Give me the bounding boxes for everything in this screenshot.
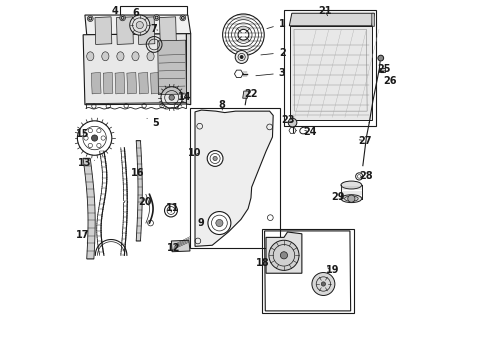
Polygon shape (83, 34, 187, 105)
Circle shape (153, 15, 159, 21)
Circle shape (129, 15, 149, 35)
Polygon shape (138, 17, 155, 44)
Circle shape (321, 282, 325, 286)
Circle shape (287, 118, 296, 127)
Ellipse shape (340, 181, 361, 189)
Circle shape (280, 252, 287, 259)
Ellipse shape (132, 52, 139, 61)
Polygon shape (91, 72, 101, 94)
Polygon shape (136, 140, 142, 241)
Ellipse shape (147, 52, 154, 61)
Text: 12: 12 (166, 243, 180, 253)
Ellipse shape (344, 196, 357, 201)
Circle shape (215, 220, 223, 226)
Text: 17: 17 (76, 230, 89, 239)
Polygon shape (126, 72, 136, 94)
Ellipse shape (86, 52, 94, 61)
Text: 26: 26 (382, 76, 396, 86)
Text: 19: 19 (325, 265, 338, 275)
Text: 28: 28 (359, 171, 372, 181)
Polygon shape (195, 110, 273, 246)
Circle shape (347, 195, 354, 202)
Text: 11: 11 (166, 203, 179, 213)
Polygon shape (103, 72, 113, 94)
Circle shape (377, 55, 383, 61)
Text: 4: 4 (111, 6, 118, 17)
Circle shape (212, 156, 217, 161)
Polygon shape (289, 13, 373, 26)
Text: 7: 7 (150, 24, 158, 35)
Polygon shape (150, 72, 160, 94)
Ellipse shape (162, 52, 169, 61)
Bar (284, 10, 376, 126)
Text: 15: 15 (76, 129, 89, 139)
Text: 16: 16 (131, 168, 144, 178)
Polygon shape (162, 72, 172, 94)
Polygon shape (265, 232, 301, 273)
Circle shape (268, 240, 298, 270)
Circle shape (311, 273, 334, 296)
Polygon shape (290, 26, 371, 120)
Circle shape (169, 95, 174, 100)
Text: 18: 18 (256, 258, 269, 268)
Circle shape (91, 135, 98, 141)
Text: 29: 29 (331, 192, 345, 202)
Polygon shape (171, 240, 190, 252)
Circle shape (136, 22, 143, 29)
Text: 10: 10 (187, 148, 201, 158)
Circle shape (235, 50, 247, 63)
Polygon shape (115, 72, 124, 94)
Ellipse shape (117, 52, 124, 61)
Bar (261, 229, 353, 313)
Circle shape (240, 55, 243, 58)
Text: 9: 9 (197, 218, 203, 228)
Circle shape (87, 16, 93, 22)
Text: 6: 6 (132, 8, 139, 18)
Text: 5: 5 (147, 118, 159, 128)
Text: 3: 3 (255, 68, 285, 78)
Circle shape (180, 15, 185, 21)
Text: 21: 21 (318, 6, 331, 17)
Polygon shape (85, 15, 190, 35)
Polygon shape (371, 13, 373, 27)
Text: 24: 24 (303, 127, 316, 136)
Text: 25: 25 (377, 64, 390, 74)
Circle shape (207, 212, 230, 234)
Ellipse shape (340, 195, 361, 203)
Polygon shape (186, 34, 190, 105)
Circle shape (120, 15, 125, 21)
Polygon shape (159, 17, 176, 44)
Text: 14: 14 (177, 92, 191, 102)
Polygon shape (139, 72, 148, 94)
Polygon shape (116, 17, 133, 44)
Text: 8: 8 (219, 100, 225, 110)
Text: 22: 22 (244, 89, 257, 99)
Bar (378, 68, 384, 72)
Circle shape (207, 150, 223, 166)
Text: 23: 23 (281, 115, 294, 125)
Text: 1: 1 (266, 19, 285, 29)
Bar (120, 6, 187, 53)
Bar (190, 108, 279, 248)
Polygon shape (95, 17, 112, 44)
Text: 27: 27 (357, 136, 370, 145)
Text: 20: 20 (138, 197, 151, 207)
Polygon shape (242, 91, 248, 98)
Polygon shape (174, 72, 183, 94)
Polygon shape (83, 158, 95, 259)
Text: 13: 13 (78, 158, 94, 168)
Polygon shape (158, 40, 186, 95)
Text: 2: 2 (261, 48, 285, 58)
Ellipse shape (102, 52, 109, 61)
